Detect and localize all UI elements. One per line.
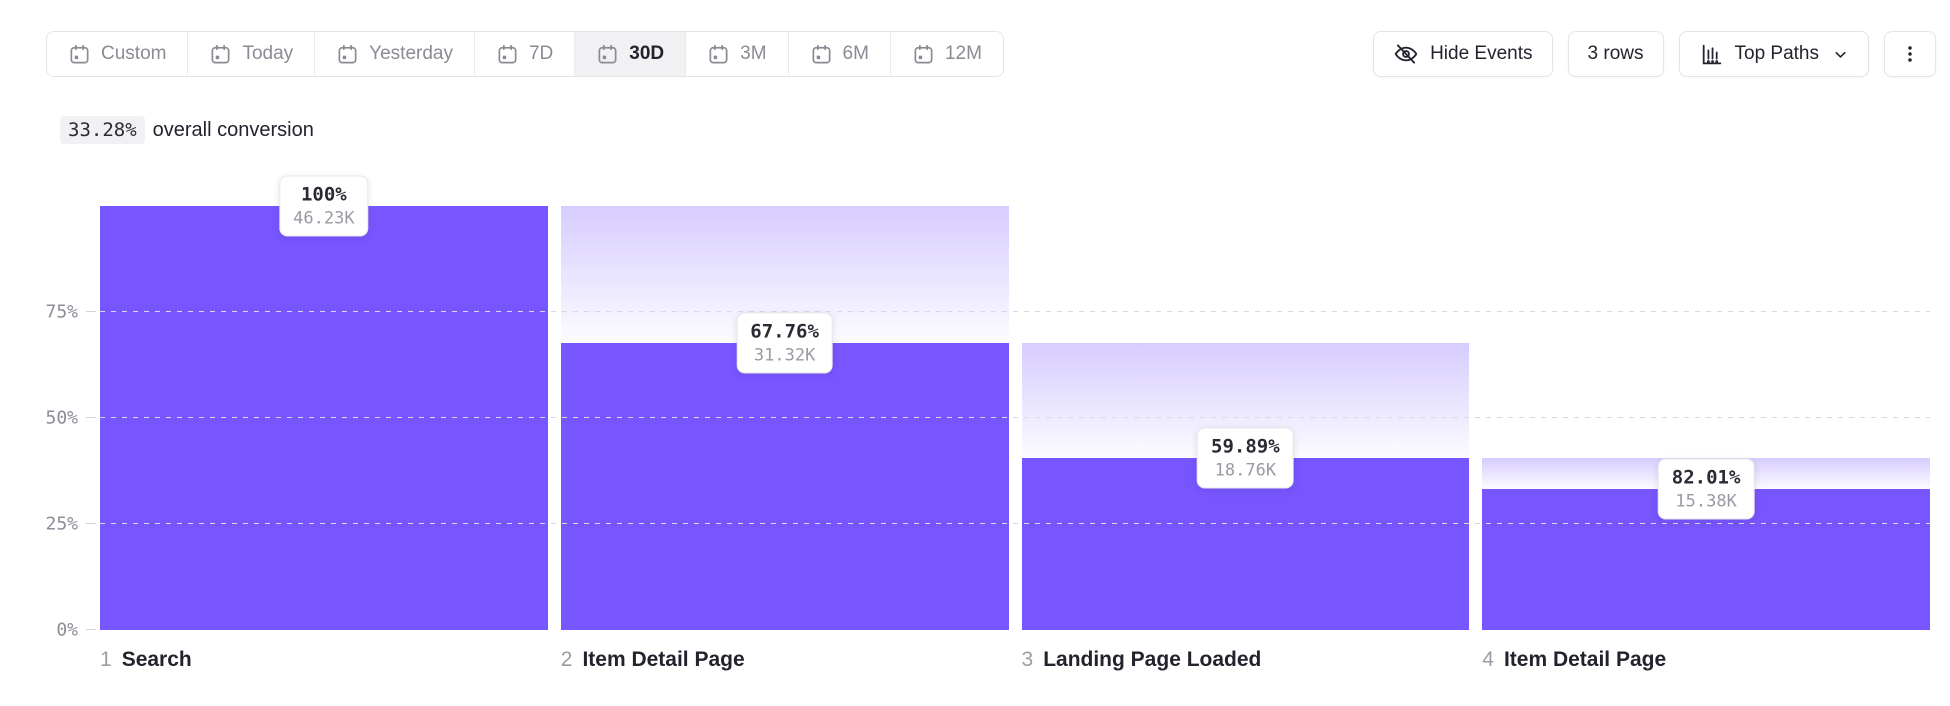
date-range-option[interactable]: Today — [187, 32, 315, 76]
y-axis-tick — [86, 311, 96, 312]
funnel-step-column: 67.76% 31.32K — [560, 206, 1009, 630]
chevron-down-icon — [1832, 46, 1849, 63]
gridline — [100, 417, 1930, 418]
funnel-bar[interactable] — [100, 206, 548, 630]
date-range-label: Yesterday — [369, 43, 453, 64]
step-name: Item Detail Page — [582, 648, 745, 671]
step-number: 1 — [100, 648, 112, 671]
calendar-icon — [336, 43, 359, 66]
view-mode-button[interactable]: Top Paths — [1678, 31, 1869, 77]
date-range-label: 30D — [629, 43, 665, 64]
date-range-option[interactable]: 7D — [473, 32, 575, 76]
y-axis-tick-label: 75% — [45, 301, 78, 323]
calendar-icon — [68, 43, 91, 66]
date-range-option[interactable]: Custom — [47, 32, 188, 76]
date-range-option[interactable]: 30D — [574, 32, 686, 76]
rows-label: 3 rows — [1587, 43, 1644, 64]
step-name: Search — [121, 648, 192, 671]
gridline — [100, 523, 1930, 524]
step-name: Item Detail Page — [1503, 648, 1667, 671]
x-axis-labels: 1 Search 2 Item Detail Page 3 Landing Pa… — [100, 648, 1930, 672]
funnel-bar[interactable] — [560, 342, 1009, 630]
date-range-label: Custom — [101, 43, 167, 64]
date-range-label: 12M — [944, 43, 982, 64]
y-axis-tick-label: 25% — [45, 513, 78, 535]
eye-off-icon — [1393, 41, 1419, 67]
bar-chart-icon — [1699, 42, 1724, 67]
funnel-value-label: 100% 46.23K — [279, 175, 369, 237]
toolbar: Custom Today Yesterday — [0, 31, 1950, 77]
funnel-value-label: 82.01% 15.38K — [1657, 458, 1755, 520]
calendar-icon — [912, 43, 935, 66]
overall-conversion-summary: 33.28% overall conversion — [60, 116, 314, 144]
overall-conversion-value: 33.28% — [60, 116, 145, 144]
funnel-step-label: 3 Landing Page Loaded — [1022, 648, 1470, 672]
toolbar-right-group: Hide Events 3 rows Top Paths — [1373, 31, 1936, 77]
step-number: 3 — [1021, 648, 1034, 671]
step-conversion-percent: 59.89% — [1211, 435, 1280, 458]
date-range-label: 3M — [740, 43, 767, 64]
date-range-option[interactable]: 12M — [889, 32, 1003, 76]
date-range-selector: Custom Today Yesterday — [46, 31, 1004, 77]
step-count: 18.76K — [1214, 460, 1277, 481]
step-conversion-percent: 82.01% — [1671, 466, 1741, 489]
step-count: 31.32K — [753, 345, 816, 366]
y-axis-tick — [86, 629, 96, 630]
funnel-step-label: 2 Item Detail Page — [561, 648, 1009, 672]
date-range-label: Today — [242, 43, 294, 64]
date-range-label: 6M — [842, 43, 869, 64]
step-name: Landing Page Loaded — [1043, 648, 1262, 671]
rows-button[interactable]: 3 rows — [1567, 31, 1664, 77]
step-conversion-percent: 67.76% — [750, 320, 819, 343]
funnel-value-label: 59.89% 18.76K — [1197, 427, 1294, 489]
y-axis-tick — [86, 417, 96, 418]
funnel-step-column: 82.01% 15.38K — [1482, 206, 1930, 630]
kebab-menu-icon — [1899, 41, 1921, 67]
date-range-option[interactable]: Yesterday — [314, 32, 474, 76]
step-conversion-percent: 100% — [300, 183, 347, 206]
view-mode-label: Top Paths — [1734, 43, 1820, 64]
calendar-icon — [596, 43, 619, 66]
funnel-step-column: 100% 46.23K — [100, 175, 548, 630]
date-range-option[interactable]: 6M — [787, 32, 890, 76]
calendar-icon — [810, 43, 833, 66]
step-number: 4 — [1482, 648, 1494, 671]
funnel-chart: 75% 50% 25% 0% 100% 46.23K 67.76% 31.32K 59… — [0, 175, 1950, 641]
gridline — [100, 311, 1930, 312]
calendar-icon — [496, 43, 519, 66]
y-axis-tick-label: 0% — [56, 619, 78, 641]
hide-events-button[interactable]: Hide Events — [1373, 31, 1553, 77]
step-count: 15.38K — [1675, 491, 1737, 512]
y-axis-tick-label: 50% — [45, 407, 78, 429]
y-axis: 75% 50% 25% 0% — [0, 206, 100, 641]
y-axis-tick — [86, 523, 96, 524]
funnel-plot: 100% 46.23K 67.76% 31.32K 59.89% 18.76K … — [100, 175, 1930, 630]
step-number: 2 — [560, 648, 573, 671]
overall-conversion-text: overall conversion — [152, 118, 314, 141]
more-options-button[interactable] — [1884, 31, 1936, 77]
calendar-icon — [209, 43, 232, 66]
calendar-icon — [707, 43, 730, 66]
hide-events-label: Hide Events — [1430, 43, 1533, 64]
date-range-option[interactable]: 3M — [685, 32, 788, 76]
funnel-step-column: 59.89% 18.76K — [1021, 206, 1470, 630]
funnel-step-label: 4 Item Detail Page — [1482, 648, 1930, 672]
funnel-step-label: 1 Search — [100, 648, 548, 672]
step-count: 46.23K — [293, 208, 355, 229]
date-range-label: 7D — [528, 43, 554, 64]
funnel-value-label: 67.76% 31.32K — [736, 312, 833, 374]
